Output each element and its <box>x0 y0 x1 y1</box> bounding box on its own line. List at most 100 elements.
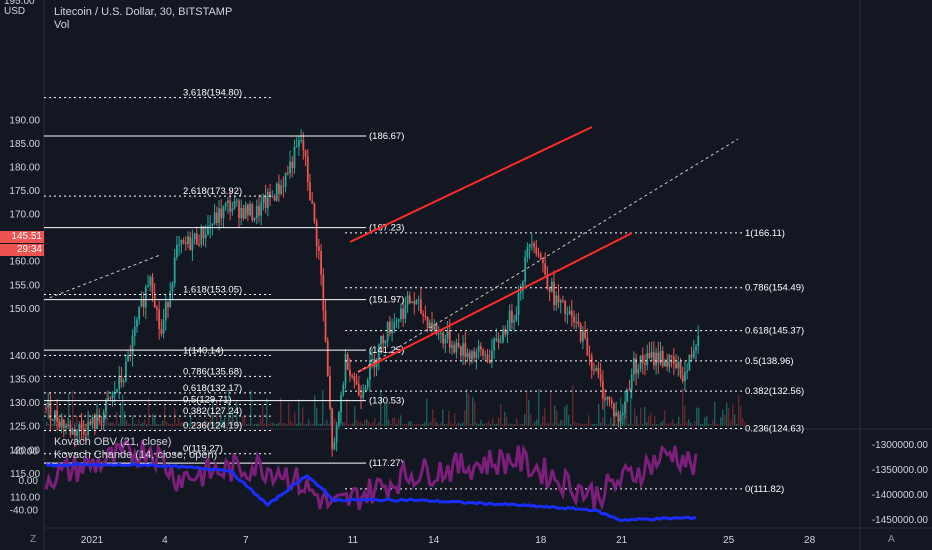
volume-bar <box>190 413 192 426</box>
volume-bar <box>314 395 316 426</box>
volume-bar <box>202 422 204 426</box>
candle-body <box>668 355 671 367</box>
volume-bar <box>580 423 582 426</box>
volume-bar <box>326 420 328 426</box>
symbol-title: Litecoin / U.S. Dollar, 30, BITSTAMP <box>54 6 233 18</box>
volume-bar <box>244 415 246 426</box>
volume-bar <box>278 422 280 426</box>
volume-bar <box>694 421 696 426</box>
auto-scale-toggle[interactable]: A <box>888 534 895 545</box>
volume-bar <box>488 421 490 426</box>
volume-bar <box>182 421 184 426</box>
candle-body <box>169 291 172 308</box>
candle-body <box>448 330 451 348</box>
candle-body <box>371 358 374 361</box>
volume-bar <box>468 394 470 426</box>
volume-bar <box>310 423 312 426</box>
volume-bar <box>206 420 208 426</box>
candle-body <box>324 310 327 341</box>
candle-body <box>475 352 478 358</box>
volume-bar <box>544 407 546 426</box>
volume-bar <box>460 424 462 426</box>
price-tick-label: 190.00 <box>9 115 40 126</box>
volume-bar <box>632 423 634 426</box>
volume-bar <box>112 422 114 426</box>
volume-bar <box>122 394 124 426</box>
volume-bar <box>634 408 636 426</box>
volume-bar <box>504 411 506 426</box>
volume-bar <box>82 420 84 426</box>
candle-body <box>433 324 436 331</box>
candle-body <box>546 274 549 288</box>
volume-bar <box>294 412 296 426</box>
candle-body <box>435 324 438 335</box>
candle-body <box>697 336 700 347</box>
volume-bar <box>176 423 178 426</box>
volume-bar <box>290 420 292 426</box>
candle-body <box>451 345 453 348</box>
volume-bar <box>240 422 242 426</box>
price-tick-label: 185.00 <box>9 139 40 150</box>
volume-bar <box>360 421 362 426</box>
volume-bar <box>536 419 538 426</box>
candle-body <box>497 338 500 343</box>
volume-bar <box>306 423 308 426</box>
candle-body <box>127 355 129 362</box>
volume-bar <box>230 416 232 426</box>
volume-bar <box>560 420 562 426</box>
volume-bar <box>156 423 158 426</box>
candle-body <box>442 332 445 344</box>
volume-bar <box>200 423 202 426</box>
candle-body <box>524 257 527 282</box>
volume-bar <box>540 423 542 426</box>
volume-bar <box>592 423 594 426</box>
volume-bar <box>260 418 262 426</box>
candle-body <box>406 295 409 305</box>
candle-body <box>116 389 118 393</box>
candle-body <box>331 408 334 450</box>
volume-bar <box>584 423 586 426</box>
candle-body <box>53 410 56 420</box>
candle-body <box>666 361 669 367</box>
candle-body <box>249 203 252 216</box>
volume-bar <box>484 423 486 426</box>
candle-body <box>471 351 473 360</box>
candle-body <box>684 372 686 382</box>
volume-bar <box>664 410 666 426</box>
volume-bar <box>412 423 414 426</box>
indicator-left-tick: 40.00 <box>13 446 38 457</box>
indicator-right-tick: -1350000.00 <box>872 465 929 476</box>
volume-bar <box>168 423 170 426</box>
volume-bar <box>500 403 502 426</box>
candle-body <box>444 339 447 344</box>
candle-body <box>60 419 63 428</box>
candle-body <box>51 419 54 421</box>
candle-body <box>202 226 205 239</box>
volume-bar <box>448 410 450 426</box>
volume-bar <box>188 423 190 426</box>
candle-body <box>91 416 94 425</box>
candle-body <box>537 253 540 255</box>
candle-body <box>628 389 631 391</box>
volume-bar <box>342 422 344 426</box>
candle-body <box>459 346 462 356</box>
candle-body <box>477 345 480 353</box>
volume-bar <box>650 412 652 426</box>
volume-bar <box>64 420 66 426</box>
price-tick-label: 195.00 <box>4 0 35 7</box>
fib-level-label: 3.618(194.80) <box>183 88 242 99</box>
zoom-toggle[interactable]: Z <box>30 534 37 545</box>
candle-body <box>661 350 664 367</box>
candle-body <box>351 375 354 377</box>
candle-body <box>688 355 691 371</box>
candle-body <box>215 212 218 223</box>
candle-body <box>207 226 209 235</box>
volume-bar <box>522 423 524 426</box>
volume-bar <box>396 423 398 426</box>
volume-bar <box>744 422 746 426</box>
candle-body <box>692 350 695 358</box>
volume-bar <box>268 423 270 426</box>
candle-body <box>411 301 413 303</box>
